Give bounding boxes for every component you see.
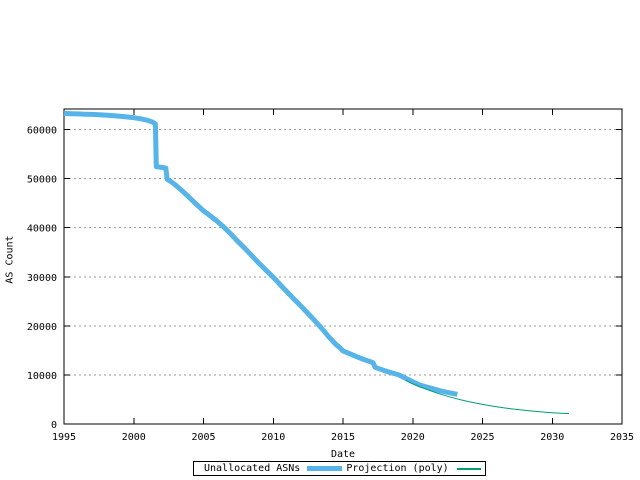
y-tick-label: 40000	[27, 224, 57, 235]
legend-label-projection-poly: Projection (poly)	[346, 463, 449, 474]
x-tick-label: 2025	[470, 432, 494, 443]
y-tick-label: 60000	[27, 126, 57, 137]
y-tick-label: 0	[51, 420, 57, 431]
series-line-1	[405, 379, 570, 415]
y-tick-label: 30000	[27, 273, 57, 284]
x-tick-label: 2010	[261, 432, 285, 443]
x-tick-label: 1995	[52, 432, 76, 443]
x-tick-label: 2020	[401, 432, 425, 443]
legend-line-sample-unallocated-asns	[307, 466, 343, 471]
legend-line-sample-projection-poly	[456, 467, 481, 470]
x-tick-label: 2000	[122, 432, 146, 443]
y-tick-label: 10000	[27, 371, 57, 382]
y-tick-label: 20000	[27, 322, 57, 333]
x-tick-label: 2015	[331, 432, 355, 443]
x-tick-label: 2035	[610, 432, 634, 443]
legend-label-unallocated-asns: Unallocated ASNs	[204, 463, 301, 474]
y-axis-title: AS Count	[4, 235, 16, 284]
series-line-0	[63, 110, 458, 397]
x-axis-title: Date	[330, 449, 356, 460]
x-tick-label: 2005	[191, 432, 215, 443]
x-tick-label: 2030	[540, 432, 564, 443]
plot-border	[63, 108, 623, 425]
y-tick-label: 50000	[27, 175, 57, 186]
legend: Unallocated ASNs Projection (poly)	[193, 461, 486, 476]
